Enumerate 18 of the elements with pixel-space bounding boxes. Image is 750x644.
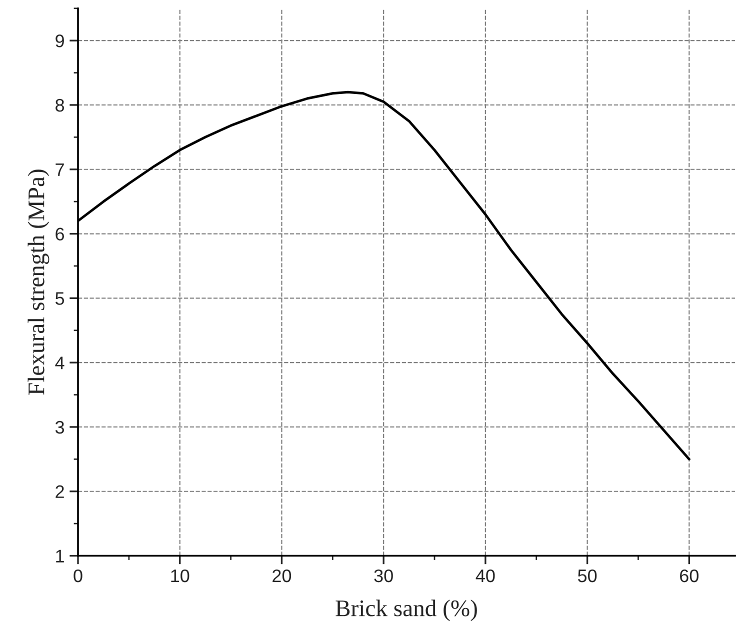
x-tick-label: 0 <box>74 569 82 582</box>
x-tick-label: 20 <box>272 569 292 582</box>
x-tick-label: 60 <box>680 569 698 582</box>
y-tick-label: 2 <box>56 485 64 498</box>
y-tick-label: 1 <box>56 550 64 562</box>
y-tick-label: 6 <box>56 228 64 240</box>
y-tick-label: 7 <box>56 163 64 176</box>
x-tick-label: 10 <box>171 569 190 582</box>
y-tick-label: 5 <box>55 292 64 305</box>
y-tick-label: 8 <box>56 98 64 112</box>
y-tick-label: 4 <box>55 356 64 370</box>
y-tick-label: 9 <box>56 34 64 48</box>
x-tick-label: 40 <box>476 569 495 582</box>
x-tick-label: 30 <box>374 569 393 582</box>
y-tick-label: 3 <box>55 420 64 434</box>
x-tick-label: 50 <box>578 569 597 582</box>
y-axis-title: Flexural strength (MPa) <box>28 170 50 395</box>
x-axis-title: Brick sand (%) <box>336 600 477 622</box>
